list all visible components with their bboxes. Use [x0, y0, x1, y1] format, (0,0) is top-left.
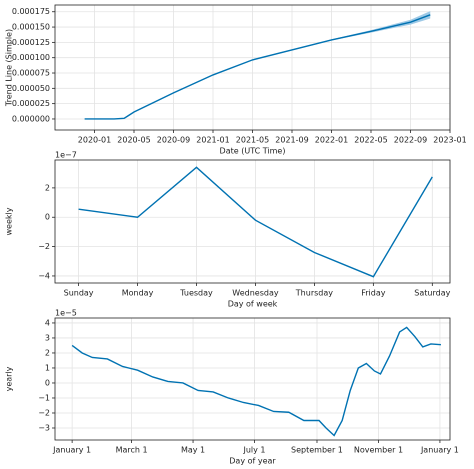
y-tick-label: −4 — [38, 271, 50, 280]
y-tick-label: 0.000075 — [12, 69, 50, 78]
y-tick-label: 4 — [45, 318, 50, 327]
x-tick-label: 2022-01 — [315, 136, 348, 145]
y-tick-label: −3 — [38, 423, 50, 432]
x-axis-label: Day of year — [229, 457, 276, 466]
x-tick-label: November 1 — [354, 446, 403, 455]
x-tick-label: Saturday — [414, 289, 450, 298]
y-tick-label: 2 — [45, 183, 50, 192]
x-tick-label: Thursday — [295, 289, 333, 298]
y-tick-label: 2 — [45, 348, 50, 357]
plot-frame — [54, 4, 451, 131]
y-axis-label: Trend Line (Simple) — [5, 29, 14, 107]
plot-frame — [54, 159, 451, 284]
y-tick-label: 0.000000 — [12, 114, 50, 123]
y-tick-label: 0.000025 — [12, 99, 50, 108]
x-tick-label: 2021-01 — [196, 136, 229, 145]
x-tick-label: 2023-01 — [433, 136, 466, 145]
x-axis-label: Date (UTC Time) — [220, 147, 286, 156]
offset-label: 1e−7 — [55, 151, 77, 160]
y-tick-label: 0.000125 — [12, 38, 50, 47]
line — [71, 326, 441, 437]
x-tick-label: July 1 — [242, 446, 265, 455]
x-axis-label: Day of week — [228, 300, 278, 309]
plot-frame — [54, 317, 451, 441]
y-tick-label: 0 — [45, 378, 50, 387]
y-tick-label: 0 — [45, 213, 50, 222]
x-tick-label: Sunday — [64, 289, 94, 298]
y-tick-label: 0.000050 — [12, 84, 50, 93]
x-tick-label: March 1 — [116, 446, 148, 455]
x-tick-label: Wednesday — [232, 289, 279, 298]
x-tick-label: Friday — [361, 289, 386, 298]
y-tick-label: 0.000100 — [12, 53, 50, 62]
x-tick-label: 2020-09 — [157, 136, 190, 145]
line — [78, 166, 433, 278]
x-tick-label: 2020-01 — [78, 136, 111, 145]
y-tick-label: −2 — [38, 242, 50, 251]
x-tick-label: 2022-09 — [394, 136, 427, 145]
y-axis-label: weekly — [5, 207, 14, 235]
offset-label: 1e−5 — [55, 309, 77, 318]
x-tick-label: Monday — [122, 289, 154, 298]
x-tick-label: September 1 — [291, 446, 343, 455]
y-tick-label: 3 — [45, 333, 50, 342]
x-tick-label: 2021-05 — [236, 136, 269, 145]
line — [84, 14, 431, 120]
y-axis-label: yearly — [5, 366, 14, 391]
x-tick-label: May 1 — [181, 446, 205, 455]
x-tick-label: 2021-09 — [275, 136, 308, 145]
x-tick-label: 2022-05 — [354, 136, 387, 145]
x-tick-label: January 1 — [420, 446, 459, 455]
x-tick-label: 2020-05 — [117, 136, 150, 145]
y-tick-label: −1 — [38, 393, 50, 402]
y-tick-label: 1 — [45, 363, 50, 372]
y-tick-label: 0.000150 — [12, 23, 50, 32]
x-tick-label: January 1 — [52, 446, 91, 455]
x-tick-label: Tuesday — [179, 289, 213, 298]
y-tick-label: −2 — [38, 408, 50, 417]
y-tick-label: 0.000175 — [12, 7, 50, 16]
